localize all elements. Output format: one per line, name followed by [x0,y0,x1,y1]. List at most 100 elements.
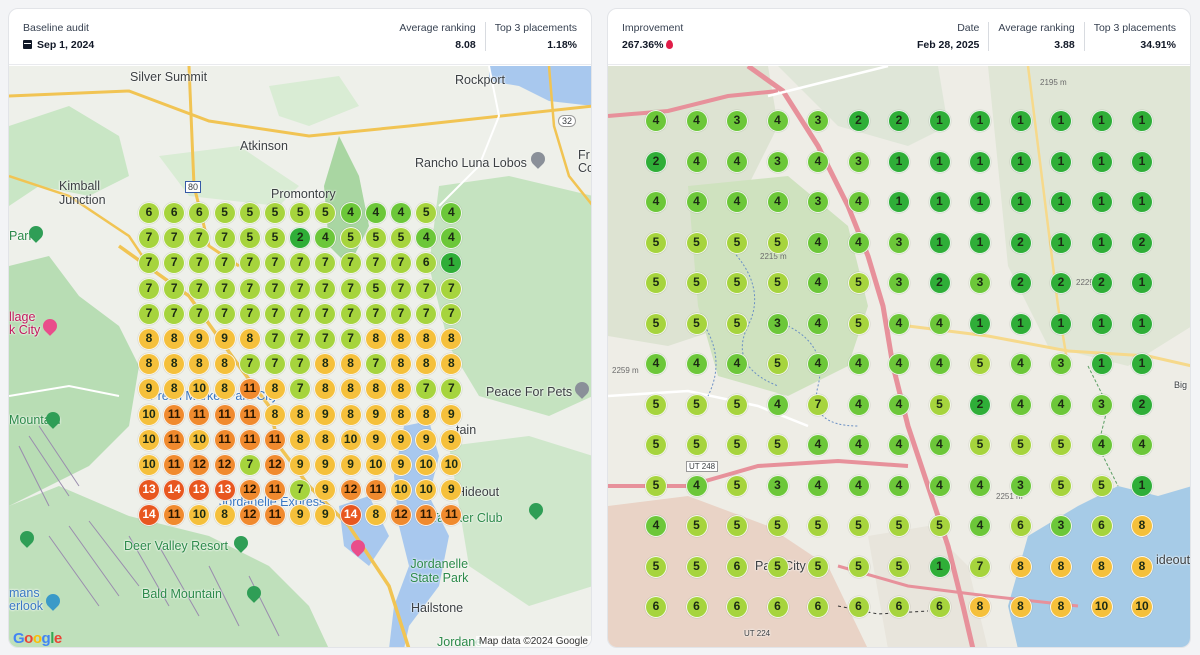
right-rank-marker[interactable]: 3 [1050,515,1072,537]
right-rank-marker[interactable]: 1 [928,555,951,578]
right-rank-marker[interactable]: 8 [1009,596,1032,618]
left-rank-marker[interactable]: 4 [339,202,362,224]
right-rank-marker[interactable]: 6 [726,596,748,618]
right-rank-marker[interactable]: 4 [847,191,870,213]
left-rank-marker[interactable]: 10 [440,454,463,476]
left-rank-marker[interactable]: 5 [238,227,261,250]
right-rank-marker[interactable]: 5 [645,272,667,294]
right-rank-marker[interactable]: 3 [888,231,910,254]
left-rank-marker[interactable]: 11 [264,428,286,451]
left-rank-marker[interactable]: 10 [364,454,387,476]
left-rank-marker[interactable]: 9 [314,454,337,476]
left-rank-marker[interactable]: 11 [238,403,261,426]
right-rank-marker[interactable]: 5 [685,515,708,537]
right-rank-marker[interactable]: 3 [726,110,748,132]
right-rank-marker[interactable]: 5 [726,474,748,497]
left-rank-marker[interactable]: 14 [138,504,160,527]
right-rank-marker[interactable]: 4 [888,393,910,416]
right-rank-marker[interactable]: 5 [1050,474,1072,497]
left-rank-marker[interactable]: 12 [264,454,286,476]
left-rank-marker[interactable]: 11 [163,403,186,426]
left-rank-marker[interactable]: 7 [213,227,236,250]
right-rank-marker[interactable]: 5 [685,434,708,456]
right-rank-marker[interactable]: 3 [888,272,910,294]
right-rank-marker[interactable]: 5 [969,353,991,375]
right-rank-marker[interactable]: 5 [766,515,789,537]
left-rank-marker[interactable]: 8 [440,328,463,350]
right-rank-marker[interactable]: 5 [726,434,748,456]
left-rank-marker[interactable]: 5 [264,227,286,250]
left-rank-marker[interactable]: 8 [138,328,160,350]
left-rank-marker[interactable]: 9 [440,403,463,426]
left-rank-marker[interactable]: 4 [440,202,463,224]
right-rank-marker[interactable]: 5 [847,312,870,335]
right-rank-marker[interactable]: 1 [1009,150,1032,173]
left-rank-marker[interactable]: 8 [138,353,160,376]
left-rank-marker[interactable]: 7 [289,479,312,502]
left-rank-marker[interactable]: 11 [163,504,186,527]
left-rank-marker[interactable]: 14 [339,504,362,527]
left-rank-marker[interactable]: 7 [163,277,186,300]
left-rank-marker[interactable]: 11 [238,378,261,401]
right-rank-marker[interactable]: 5 [685,231,708,254]
left-rank-marker[interactable]: 8 [314,428,337,451]
left-rank-marker[interactable]: 9 [390,428,412,451]
left-rank-marker[interactable]: 7 [364,302,387,325]
right-rank-marker[interactable]: 6 [847,596,870,618]
right-rank-marker[interactable]: 4 [888,312,910,335]
left-rank-marker[interactable]: 8 [415,403,438,426]
left-rank-marker[interactable]: 11 [264,479,286,502]
left-rank-marker[interactable]: 10 [138,403,160,426]
right-rank-marker[interactable]: 1 [888,150,910,173]
right-rank-marker[interactable]: 5 [807,515,829,537]
left-rank-marker[interactable]: 9 [440,428,463,451]
right-rank-marker[interactable]: 4 [685,191,708,213]
left-rank-marker[interactable]: 7 [264,277,286,300]
right-rank-marker[interactable]: 5 [685,393,708,416]
left-rank-marker[interactable]: 7 [138,227,160,250]
left-rank-marker[interactable]: 8 [364,378,387,401]
left-rank-marker[interactable]: 8 [289,403,312,426]
right-rank-marker[interactable]: 4 [888,434,910,456]
left-rank-marker[interactable]: 7 [138,277,160,300]
left-rank-marker[interactable]: 10 [138,454,160,476]
left-rank-marker[interactable]: 2 [289,227,312,250]
left-rank-marker[interactable]: 8 [213,504,236,527]
right-rank-marker[interactable]: 5 [807,555,829,578]
left-rank-marker[interactable]: 7 [188,252,211,275]
right-rank-marker[interactable]: 8 [1090,555,1113,578]
left-rank-marker[interactable]: 7 [339,277,362,300]
right-rank-marker[interactable]: 1 [928,191,951,213]
left-rank-marker[interactable]: 11 [264,504,286,527]
left-rank-marker[interactable]: 11 [364,479,387,502]
left-rank-marker[interactable]: 9 [188,328,211,350]
left-rank-marker[interactable]: 9 [289,504,312,527]
left-rank-marker[interactable]: 7 [440,277,463,300]
right-rank-marker[interactable]: 1 [1050,231,1072,254]
right-rank-marker[interactable]: 4 [726,191,748,213]
right-rank-marker[interactable]: 3 [766,312,789,335]
right-rank-marker[interactable]: 6 [685,596,708,618]
right-rank-marker[interactable]: 5 [726,231,748,254]
left-rank-marker[interactable]: 1 [440,252,463,275]
right-rank-marker[interactable]: 4 [645,353,667,375]
right-rank-marker[interactable]: 5 [1090,474,1113,497]
left-rank-marker[interactable]: 13 [213,479,236,502]
right-rank-marker[interactable]: 10 [1131,596,1153,618]
right-rank-marker[interactable]: 2 [969,393,991,416]
right-rank-marker[interactable]: 4 [888,474,910,497]
right-rank-marker[interactable]: 6 [766,596,789,618]
left-rank-marker[interactable]: 12 [238,479,261,502]
left-rank-marker[interactable]: 7 [289,277,312,300]
right-rank-marker[interactable]: 4 [685,353,708,375]
right-rank-marker[interactable]: 8 [1050,555,1072,578]
right-rank-marker[interactable]: 1 [1131,312,1153,335]
right-rank-marker[interactable]: 5 [969,434,991,456]
right-rank-marker[interactable]: 5 [888,515,910,537]
left-rank-marker[interactable]: 8 [364,328,387,350]
right-rank-marker[interactable]: 4 [685,110,708,132]
right-rank-marker[interactable]: 6 [928,596,951,618]
right-rank-marker[interactable]: 5 [766,272,789,294]
right-rank-marker[interactable]: 4 [645,515,667,537]
left-rank-marker[interactable]: 8 [264,378,286,401]
